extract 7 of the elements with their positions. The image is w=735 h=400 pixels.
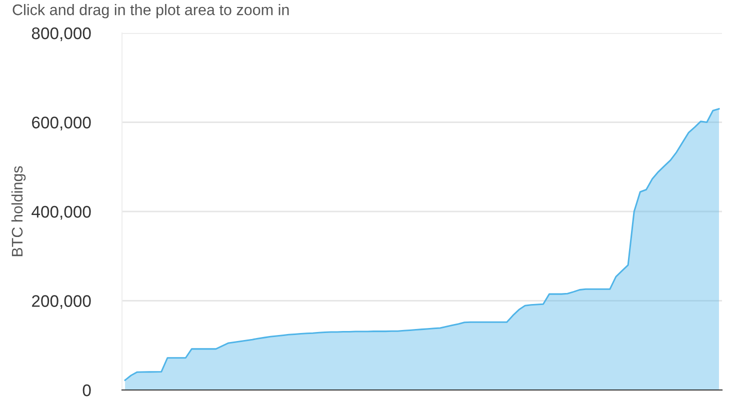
y-tick-label: 800,000 — [32, 27, 91, 42]
y-tick-label: 600,000 — [32, 116, 91, 130]
y-axis-title: BTC holdings — [11, 166, 26, 256]
y-tick-label: 400,000 — [32, 206, 91, 220]
text: Click and drag in the plot area to zoom in — [12, 4, 289, 18]
y-tick-label: 0 — [82, 384, 91, 396]
y-tick-label: 200,000 — [32, 295, 91, 309]
